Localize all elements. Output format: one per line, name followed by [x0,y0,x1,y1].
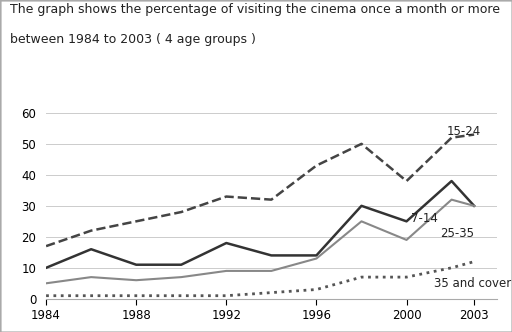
Text: The graph shows the percentage of visiting the cinema once a month or more: The graph shows the percentage of visiti… [10,3,500,16]
Text: between 1984 to 2003 ( 4 age groups ): between 1984 to 2003 ( 4 age groups ) [10,33,256,46]
Text: 35 and cover: 35 and cover [434,277,511,290]
Text: 15-24: 15-24 [447,125,481,138]
Text: 7-14: 7-14 [411,212,438,225]
Text: 25-35: 25-35 [440,227,474,240]
